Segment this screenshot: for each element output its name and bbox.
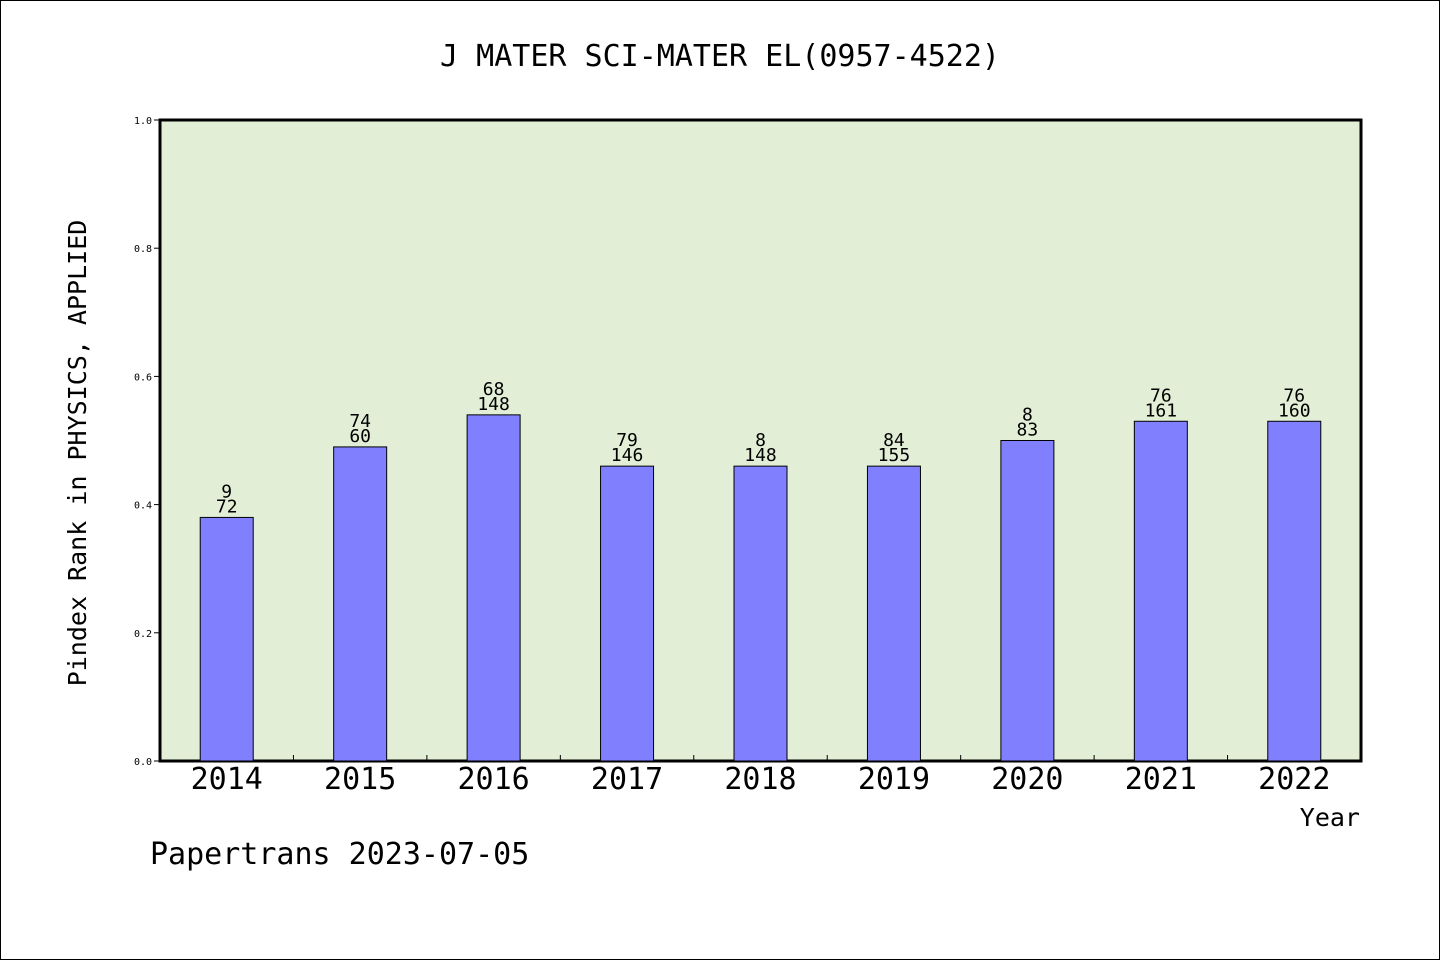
x-tick-label: 2014 [191, 762, 263, 797]
bar-label-bottom: 83 [1017, 420, 1039, 441]
bar-2018 [733, 465, 788, 762]
footer-text: Papertrans 2023-07-05 [150, 837, 529, 872]
bar-label-top: 79 [616, 430, 638, 451]
bar-2017 [600, 465, 655, 762]
y-tick-label: 0.4 [134, 501, 152, 512]
y-tick-label: 0.8 [134, 244, 152, 255]
y-tick-label: 0.2 [134, 629, 152, 640]
bar-2014 [199, 516, 254, 762]
bar-label-bottom: 161 [1145, 400, 1178, 421]
bar-2020 [1000, 440, 1055, 762]
y-tick-label: 0.6 [134, 372, 152, 383]
bar-label-top: 84 [883, 430, 905, 451]
bar-2022 [1267, 420, 1322, 762]
bar-label-top: 8 [1022, 405, 1033, 426]
bar-2021 [1133, 420, 1188, 762]
x-tick-label: 2020 [991, 762, 1063, 797]
bar-2015 [333, 446, 388, 762]
x-tick-label: 2019 [858, 762, 930, 797]
x-axis-label: Year [1300, 803, 1360, 832]
y-tick-label: 0.0 [134, 757, 152, 768]
bar-label-top: 76 [1283, 385, 1305, 406]
bar-2019 [866, 465, 921, 762]
x-tick-label: 2017 [591, 762, 663, 797]
bars [199, 414, 1322, 762]
bar-label-top: 74 [349, 411, 371, 432]
bar-label-top: 9 [221, 481, 232, 502]
x-tick-label: 2015 [324, 762, 396, 797]
x-tick-label: 2016 [457, 762, 529, 797]
bar-label-bottom: 72 [216, 496, 238, 517]
x-tick-label: 2018 [724, 762, 796, 797]
bar-label-bottom: 148 [477, 394, 510, 415]
bar-2016 [466, 414, 521, 762]
bar-label-bottom: 148 [744, 445, 777, 466]
y-axis-label: Pindex Rank in PHYSICS, APPLIED [63, 220, 92, 687]
bar-label-top: 8 [755, 430, 766, 451]
x-tick-label: 2022 [1258, 762, 1330, 797]
y-tick-label: 1.0 [134, 116, 152, 127]
bar-label-bottom: 146 [611, 445, 644, 466]
y-axis: 0.0 0.2 0.4 0.6 0.8 1.0 [134, 116, 160, 768]
bar-label-bottom: 160 [1278, 400, 1311, 421]
bar-label-bottom: 155 [878, 445, 911, 466]
bar-label-top: 68 [483, 379, 505, 400]
chart-title: J MATER SCI-MATER EL(0957-4522) [440, 39, 1000, 74]
x-axis: 2014 2015 2016 2017 2018 2019 2020 2021 2022 [191, 755, 1330, 797]
x-tick-label: 2021 [1125, 762, 1197, 797]
bar-label-top: 76 [1150, 385, 1172, 406]
bar-label-bottom: 60 [349, 426, 371, 447]
